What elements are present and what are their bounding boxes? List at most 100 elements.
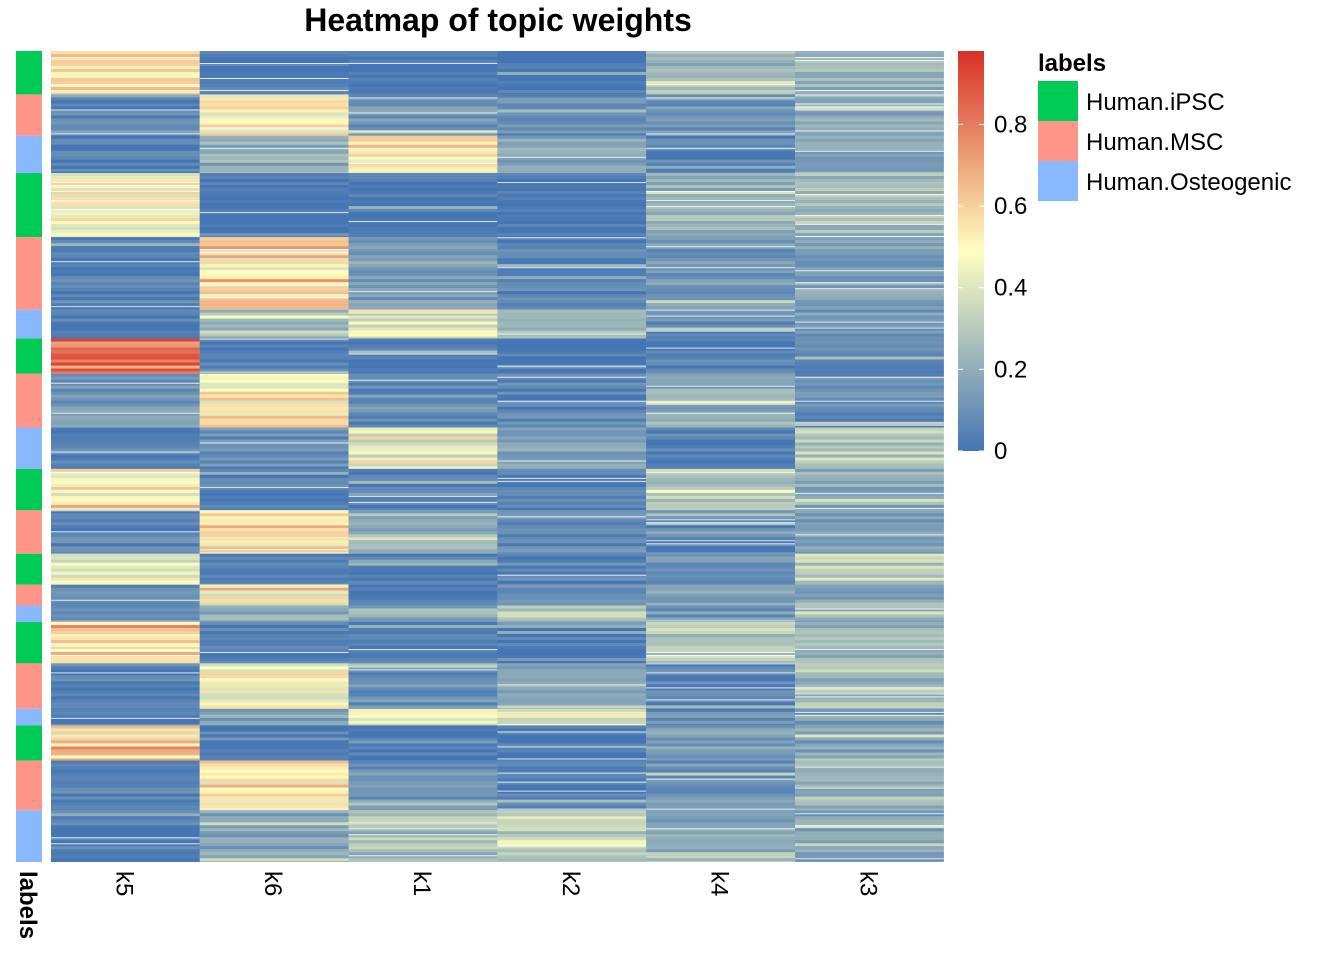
heatmap-cell-group xyxy=(646,237,795,310)
heatmap-stripe xyxy=(199,843,349,847)
heatmap-stripe xyxy=(795,159,944,163)
heatmap-stripe xyxy=(646,397,795,401)
heatmap-stripe xyxy=(51,291,200,295)
heatmap-cell-group xyxy=(348,584,498,606)
heatmap-stripe xyxy=(348,240,498,244)
heatmap-stripe xyxy=(348,849,498,853)
heatmap-stripe xyxy=(51,498,200,502)
heatmap-stripe xyxy=(199,552,349,554)
heatmap-stripe xyxy=(51,344,200,348)
heatmap-cell-group xyxy=(199,94,349,136)
heatmap-stripe xyxy=(348,309,498,313)
heatmap-stripe xyxy=(348,188,498,192)
heatmap-stripe xyxy=(646,224,795,228)
heatmap-stripe xyxy=(497,752,647,756)
heatmap-stripe xyxy=(199,684,349,688)
heatmap-stripe xyxy=(646,282,795,286)
heatmap-cell-group xyxy=(348,725,498,761)
heatmap-stripe xyxy=(199,519,349,523)
heatmap-row-separator xyxy=(795,693,944,695)
heatmap-stripe xyxy=(348,255,498,259)
heatmap-stripe xyxy=(199,705,349,709)
heatmap-stripe xyxy=(51,752,200,756)
heatmap-stripe xyxy=(646,568,795,572)
heatmap-stripe xyxy=(497,531,647,535)
heatmap-stripe xyxy=(795,237,944,241)
heatmap-stripe xyxy=(497,87,647,90)
heatmap-stripe xyxy=(199,593,349,597)
heatmap-stripe xyxy=(795,233,944,237)
heatmap-stripe xyxy=(795,778,944,782)
heatmap-stripe xyxy=(497,224,647,228)
heatmap-stripe xyxy=(51,580,200,584)
heatmap-stripe xyxy=(51,261,200,265)
heatmap-stripe xyxy=(646,218,795,222)
heatmap-stripe xyxy=(646,643,795,647)
heatmap-stripe xyxy=(348,646,498,650)
heatmap-stripe xyxy=(348,699,498,703)
heatmap-stripe xyxy=(646,212,795,216)
heatmap-stripe xyxy=(497,130,647,134)
heatmap-stripe xyxy=(497,109,647,113)
heatmap-stripe xyxy=(646,734,795,738)
heatmap-stripe xyxy=(646,822,795,826)
heatmap-stripe xyxy=(348,412,498,416)
heatmap-stripe xyxy=(795,230,944,234)
heatmap-stripe xyxy=(199,556,349,560)
annotation-cell xyxy=(16,373,42,428)
heatmap-row-separator xyxy=(348,834,498,836)
heatmap-stripe xyxy=(795,442,944,446)
heatmap-stripe xyxy=(497,362,647,366)
heatmap-stripe xyxy=(51,90,200,93)
heatmap-row-separator xyxy=(199,63,349,64)
heatmap-row-separator xyxy=(795,215,944,217)
heatmap-row-separator xyxy=(199,808,349,810)
heatmap-row-separator xyxy=(199,678,349,680)
annotation-cell xyxy=(16,309,42,339)
heatmap-stripe xyxy=(497,75,647,78)
heatmap-stripe xyxy=(51,622,200,626)
heatmap-stripe xyxy=(795,457,944,461)
heatmap-row-separator xyxy=(199,442,349,444)
heatmap-stripe xyxy=(51,215,200,219)
heatmap-stripe xyxy=(199,321,349,325)
heatmap-stripe xyxy=(199,159,349,163)
heatmap-row-separator xyxy=(199,285,349,287)
heatmap-stripe xyxy=(51,628,200,632)
heatmap-stripe xyxy=(497,182,647,186)
heatmap-stripe xyxy=(51,118,200,122)
heatmap-stripe xyxy=(199,141,349,145)
heatmap-stripe xyxy=(646,468,795,472)
heatmap-stripe xyxy=(51,831,200,835)
heatmap-stripe xyxy=(497,513,647,517)
heatmap-stripe xyxy=(646,168,795,172)
heatmap-row-separator xyxy=(795,60,944,61)
heatmap-stripe xyxy=(51,276,200,280)
heatmap-stripe xyxy=(497,734,647,738)
heatmap-stripe xyxy=(646,816,795,820)
heatmap-stripe xyxy=(497,347,647,351)
heatmap-stripe xyxy=(646,388,795,392)
heatmap-stripe xyxy=(646,267,795,271)
heatmap-stripe xyxy=(497,855,647,859)
heatmap-stripe xyxy=(348,568,498,572)
heatmap-stripe xyxy=(348,793,498,797)
heatmap-stripe xyxy=(199,831,349,835)
heatmap-stripe xyxy=(199,212,349,216)
heatmap-stripe xyxy=(199,330,349,334)
heatmap-stripe xyxy=(199,176,349,180)
heatmap-stripe xyxy=(199,218,349,222)
heatmap-stripe xyxy=(646,436,795,440)
heatmap-stripe xyxy=(348,846,498,850)
heatmap-stripe xyxy=(348,583,498,585)
heatmap-stripe xyxy=(795,675,944,679)
heatmap-stripe xyxy=(646,608,795,612)
heatmap-stripe xyxy=(497,574,647,578)
heatmap-stripe xyxy=(348,424,498,428)
heatmap-stripe xyxy=(497,568,647,572)
heatmap-stripe xyxy=(348,749,498,753)
heatmap-stripe xyxy=(795,746,944,750)
heatmap-stripe xyxy=(646,60,795,63)
heatmap-stripe xyxy=(199,115,349,119)
heatmap-row-separator xyxy=(497,684,647,686)
